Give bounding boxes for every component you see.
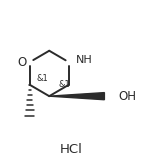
Text: OH: OH [118,90,136,103]
Text: HCl: HCl [60,143,82,156]
Polygon shape [49,93,104,100]
Text: &1: &1 [59,80,71,89]
Text: &1: &1 [37,74,49,83]
Text: NH: NH [76,55,93,66]
Text: O: O [17,56,27,69]
